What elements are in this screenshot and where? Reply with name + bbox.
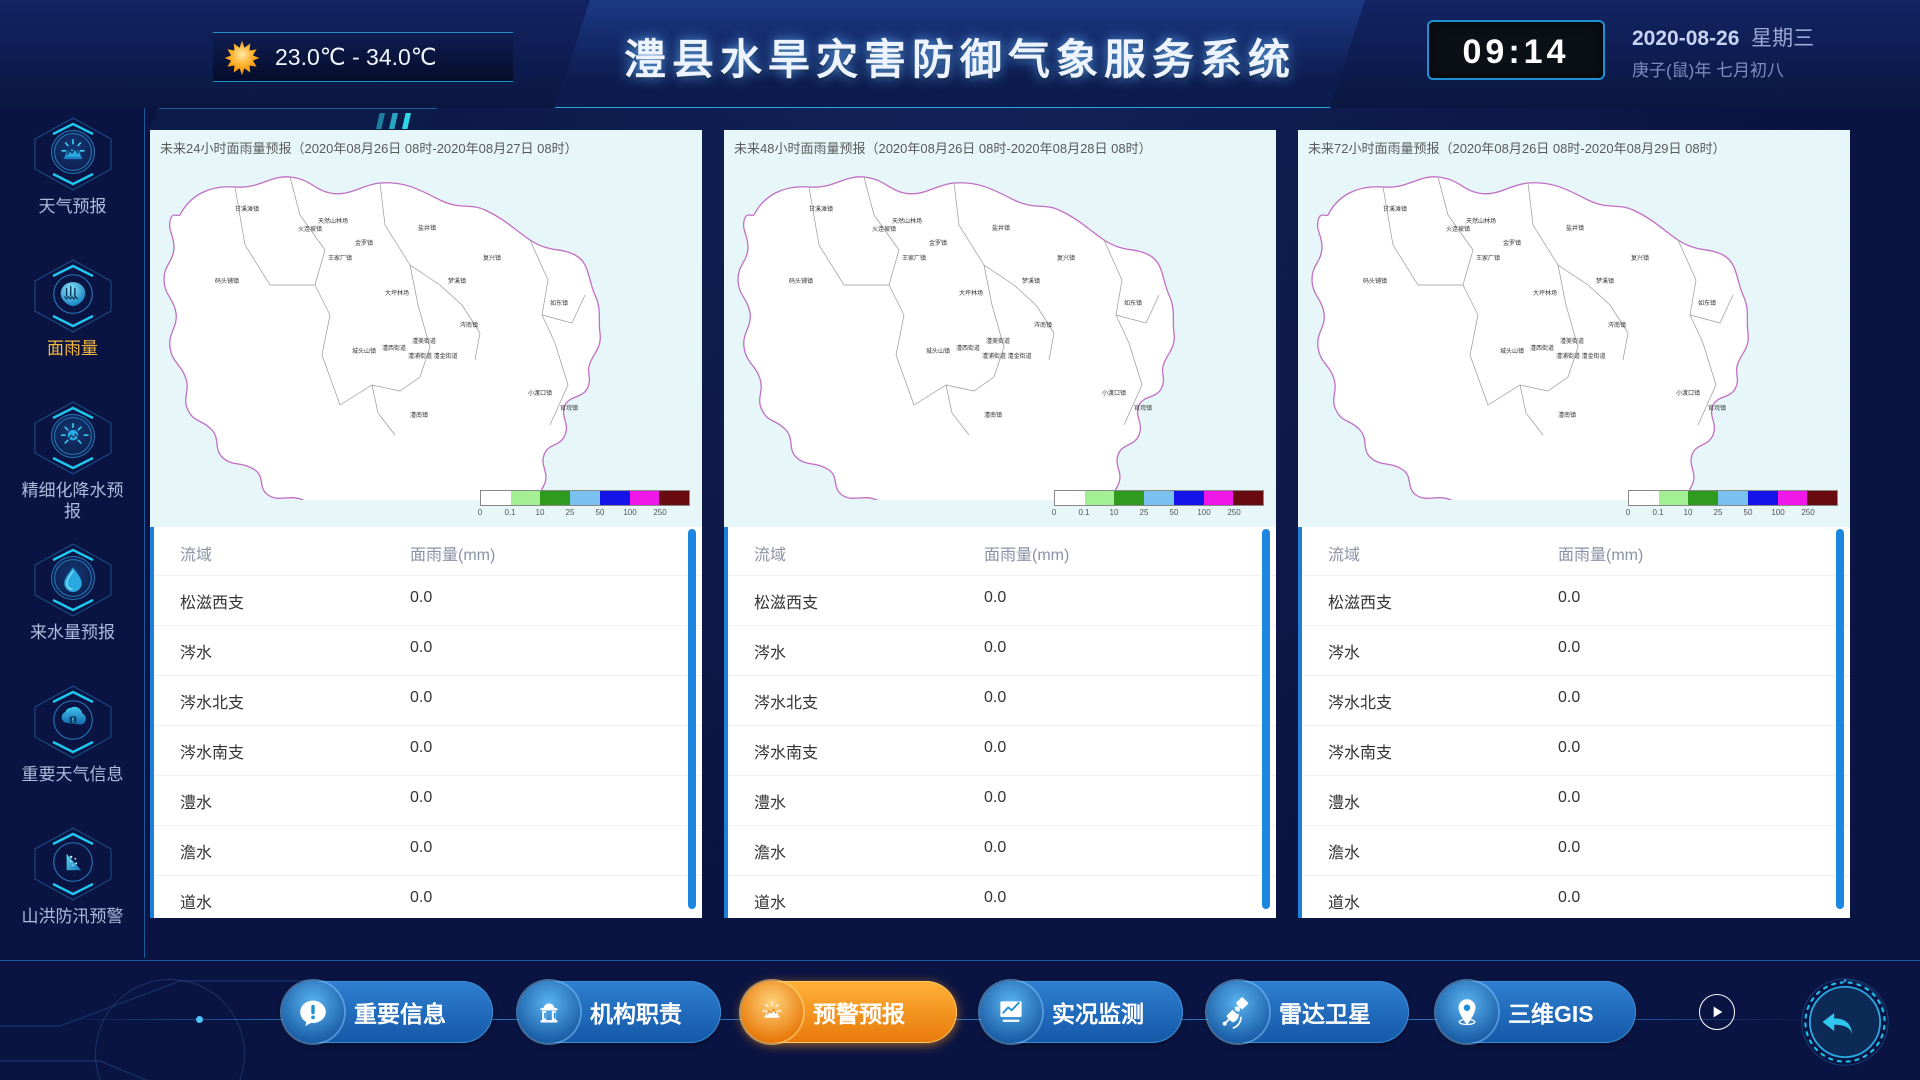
- svg-text:如东镇: 如东镇: [1124, 299, 1142, 307]
- svg-text:梦溪镇: 梦溪镇: [448, 277, 466, 285]
- svg-text:大坪林场: 大坪林场: [959, 289, 983, 297]
- svg-text:澧西街道: 澧西街道: [956, 344, 980, 352]
- svg-text:澧南镇: 澧南镇: [410, 411, 428, 419]
- svg-text:梦溪镇: 梦溪镇: [1022, 277, 1040, 285]
- svg-text:大坪林场: 大坪林场: [1533, 289, 1557, 297]
- svg-text:王家厂镇: 王家厂镇: [328, 254, 352, 262]
- svg-text:梦溪镇: 梦溪镇: [1596, 277, 1614, 285]
- svg-text:小渡口镇: 小渡口镇: [1676, 389, 1700, 397]
- svg-text:金罗镇: 金罗镇: [929, 239, 947, 247]
- svg-text:涔南镇: 涔南镇: [460, 321, 478, 329]
- svg-text:官垸镇: 官垸镇: [1134, 404, 1152, 412]
- svg-text:金罗镇: 金罗镇: [355, 239, 373, 247]
- svg-text:澧南镇: 澧南镇: [984, 411, 1002, 419]
- svg-text:盐井镇: 盐井镇: [418, 224, 436, 232]
- svg-text:复兴镇: 复兴镇: [1631, 254, 1649, 262]
- svg-text:澧南镇: 澧南镇: [1558, 411, 1576, 419]
- svg-text:甘溪滩镇: 甘溪滩镇: [809, 205, 833, 213]
- svg-text:王家厂镇: 王家厂镇: [1476, 254, 1500, 262]
- svg-text:码头铺镇: 码头铺镇: [215, 277, 239, 285]
- svg-text:澧浦街道 澧金街道: 澧浦街道 澧金街道: [1556, 352, 1606, 360]
- svg-text:澧美街道: 澧美街道: [1560, 337, 1584, 345]
- svg-text:金罗镇: 金罗镇: [1503, 239, 1521, 247]
- svg-text:火连坡镇: 火连坡镇: [872, 225, 896, 233]
- svg-text:火连坡镇: 火连坡镇: [298, 225, 322, 233]
- svg-text:城头山镇: 城头山镇: [1500, 347, 1524, 355]
- svg-text:天然山林场: 天然山林场: [892, 217, 922, 225]
- svg-text:码头铺镇: 码头铺镇: [789, 277, 813, 285]
- svg-text:澧西街道: 澧西街道: [382, 344, 406, 352]
- svg-text:如东镇: 如东镇: [1698, 299, 1716, 307]
- svg-text:如东镇: 如东镇: [550, 299, 568, 307]
- svg-text:火连坡镇: 火连坡镇: [1446, 225, 1470, 233]
- svg-text:王家厂镇: 王家厂镇: [902, 254, 926, 262]
- svg-text:盐井镇: 盐井镇: [1566, 224, 1584, 232]
- svg-text:涔南镇: 涔南镇: [1608, 321, 1626, 329]
- svg-text:官垸镇: 官垸镇: [560, 404, 578, 412]
- svg-text:澧美街道: 澧美街道: [986, 337, 1010, 345]
- svg-text:小渡口镇: 小渡口镇: [528, 389, 552, 397]
- svg-text:复兴镇: 复兴镇: [1057, 254, 1075, 262]
- svg-text:澧西街道: 澧西街道: [1530, 344, 1554, 352]
- svg-text:官垸镇: 官垸镇: [1708, 404, 1726, 412]
- svg-text:天然山林场: 天然山林场: [1466, 217, 1496, 225]
- svg-text:澧浦街道 澧金街道: 澧浦街道 澧金街道: [982, 352, 1032, 360]
- svg-text:城头山镇: 城头山镇: [352, 347, 376, 355]
- svg-text:澧浦街道 澧金街道: 澧浦街道 澧金街道: [408, 352, 458, 360]
- svg-text:涔南镇: 涔南镇: [1034, 321, 1052, 329]
- svg-text:澧美街道: 澧美街道: [412, 337, 436, 345]
- svg-text:大坪林场: 大坪林场: [385, 289, 409, 297]
- svg-text:甘溪滩镇: 甘溪滩镇: [235, 205, 259, 213]
- svg-text:城头山镇: 城头山镇: [926, 347, 950, 355]
- svg-text:天然山林场: 天然山林场: [318, 217, 348, 225]
- svg-text:码头铺镇: 码头铺镇: [1363, 277, 1387, 285]
- svg-text:小渡口镇: 小渡口镇: [1102, 389, 1126, 397]
- svg-text:甘溪滩镇: 甘溪滩镇: [1383, 205, 1407, 213]
- svg-text:盐井镇: 盐井镇: [992, 224, 1010, 232]
- svg-text:复兴镇: 复兴镇: [483, 254, 501, 262]
